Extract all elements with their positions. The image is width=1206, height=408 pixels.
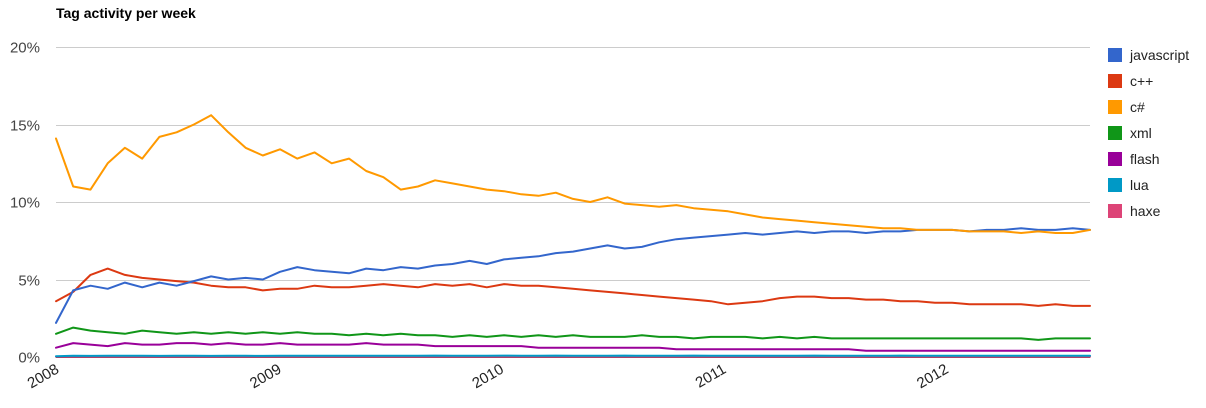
y-tick-label: 5% xyxy=(18,273,40,290)
legend-label: c# xyxy=(1130,99,1145,115)
x-axis-ticks: 2008 2009 2010 2011 2012 xyxy=(25,361,952,392)
legend-swatch xyxy=(1108,126,1122,140)
series-line-xml xyxy=(55,326,1091,341)
y-tick-label: 0% xyxy=(18,350,40,367)
chart-title: Tag activity per week xyxy=(56,5,196,21)
legend: javascript c++ c# xml flash lua haxe xyxy=(1108,47,1189,219)
legend-swatch xyxy=(1108,48,1122,62)
legend-label: flash xyxy=(1130,151,1160,167)
legend-swatch xyxy=(1108,178,1122,192)
series-lines xyxy=(55,114,1091,358)
series-line-c xyxy=(55,114,1091,234)
series-line-flash xyxy=(55,342,1091,352)
legend-swatch xyxy=(1108,100,1122,114)
y-tick-label: 20% xyxy=(10,40,40,57)
x-tick-label: 2010 xyxy=(469,361,506,392)
legend-label: haxe xyxy=(1130,203,1161,219)
legend-label: lua xyxy=(1130,177,1149,193)
legend-label: c++ xyxy=(1130,73,1153,89)
legend-swatch xyxy=(1108,204,1122,218)
legend-swatch xyxy=(1108,152,1122,166)
y-tick-label: 10% xyxy=(10,195,40,212)
legend-label: javascript xyxy=(1129,47,1189,63)
legend-label: xml xyxy=(1130,125,1152,141)
series-line-javascript xyxy=(55,227,1091,324)
y-tick-label: 15% xyxy=(10,118,40,135)
x-tick-label: 2011 xyxy=(693,361,729,392)
grid-lines xyxy=(56,47,1090,358)
series-line-lua xyxy=(55,354,1091,358)
legend-swatch xyxy=(1108,74,1122,88)
x-tick-label: 2009 xyxy=(247,361,284,392)
series-line-c xyxy=(55,267,1091,307)
y-axis-ticks: 0% 5% 10% 15% 20% xyxy=(10,40,40,367)
x-tick-label: 2012 xyxy=(914,361,951,392)
